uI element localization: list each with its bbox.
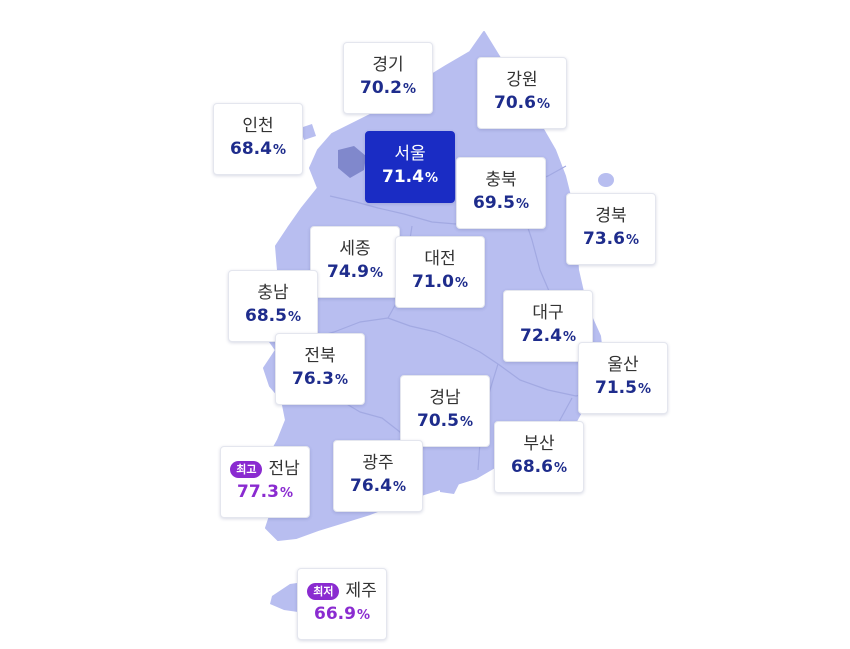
region-card-ulsan[interactable]: 울산 71.5% (578, 342, 668, 414)
region-value: 68.6% (511, 457, 567, 477)
ulleung-island-shape (598, 173, 614, 187)
region-name: 최저 제주 (307, 580, 377, 602)
region-name: 부산 (523, 434, 555, 454)
region-value: 72.4% (520, 326, 576, 346)
region-name: 울산 (607, 355, 639, 375)
region-card-gangwon[interactable]: 강원 70.6% (477, 57, 567, 129)
region-name: 전북 (304, 346, 336, 366)
region-card-gyeonggi[interactable]: 경기 70.2% (343, 42, 433, 114)
region-name: 충북 (485, 170, 517, 190)
region-card-jeonbuk[interactable]: 전북 76.3% (275, 333, 365, 405)
region-name: 광주 (362, 453, 394, 473)
region-name: 경남 (429, 388, 461, 408)
region-card-daejeon[interactable]: 대전 71.0% (395, 236, 485, 308)
region-name: 인천 (242, 116, 274, 136)
region-card-jeonnam[interactable]: 최고 전남 77.3% (220, 446, 310, 518)
region-name: 경북 (595, 206, 627, 226)
region-card-busan[interactable]: 부산 68.6% (494, 421, 584, 493)
region-value: 77.3% (237, 482, 293, 502)
region-value: 70.5% (417, 411, 473, 431)
region-name: 충남 (257, 283, 289, 303)
region-name: 대구 (532, 303, 564, 323)
region-card-incheon[interactable]: 인천 68.4% (213, 103, 303, 175)
region-value: 76.3% (292, 369, 348, 389)
region-value: 68.4% (230, 139, 286, 159)
region-card-gyeongbuk[interactable]: 경북 73.6% (566, 193, 656, 265)
region-name: 세종 (339, 239, 371, 259)
region-value: 68.5% (245, 306, 301, 326)
region-card-chungbuk[interactable]: 충북 69.5% (456, 157, 546, 229)
southern-island-shape (440, 470, 460, 494)
region-value: 69.5% (473, 193, 529, 213)
highest-badge: 최고 (230, 460, 263, 478)
region-card-gyeongnam[interactable]: 경남 70.5% (400, 375, 490, 447)
lowest-badge: 최저 (307, 582, 340, 600)
region-value: 71.0% (412, 272, 468, 292)
region-card-seoul[interactable]: 서울 71.4% (365, 131, 455, 203)
region-value: 70.2% (360, 78, 416, 98)
region-card-chungnam[interactable]: 충남 68.5% (228, 270, 318, 342)
region-name: 강원 (506, 70, 538, 90)
region-card-gwangju[interactable]: 광주 76.4% (333, 440, 423, 512)
gangwha-island-shape (300, 124, 316, 140)
capital-area-shape (338, 146, 366, 178)
region-value: 70.6% (494, 93, 550, 113)
region-card-jeju[interactable]: 최저 제주 66.9% (297, 568, 387, 640)
region-name: 경기 (372, 55, 404, 75)
region-name: 최고 전남 (230, 458, 300, 480)
region-value: 66.9% (314, 604, 370, 624)
region-name: 대전 (424, 249, 456, 269)
region-value: 71.4% (382, 167, 438, 187)
region-value: 73.6% (583, 229, 639, 249)
region-card-sejong[interactable]: 세종 74.9% (310, 226, 400, 298)
region-value: 71.5% (595, 378, 651, 398)
region-value: 76.4% (350, 476, 406, 496)
region-name: 서울 (394, 144, 426, 164)
region-value: 74.9% (327, 262, 383, 282)
